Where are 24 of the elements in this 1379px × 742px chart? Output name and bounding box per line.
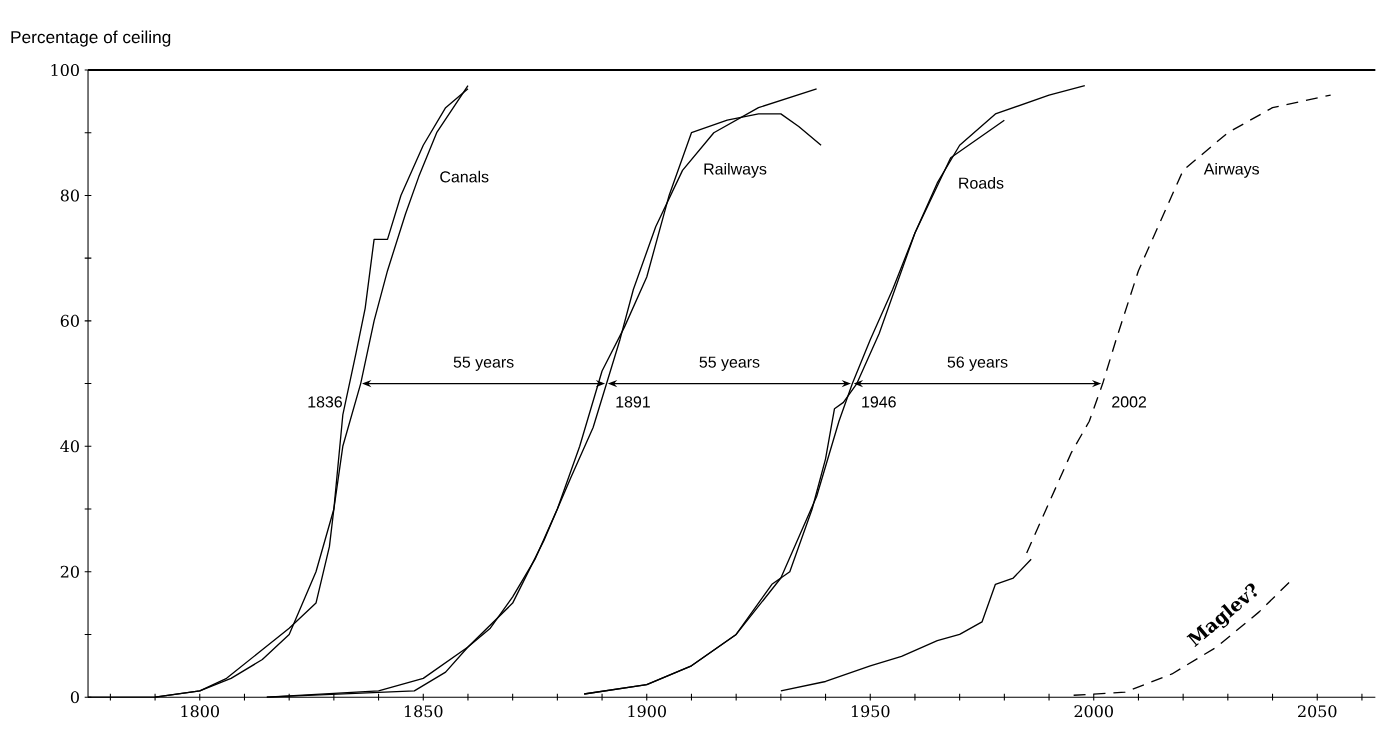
series-label: Railways [704, 162, 767, 178]
annotation: 2002 [1112, 396, 1147, 408]
y-tick-label: 100 [51, 63, 79, 76]
series-label: Canals [440, 170, 489, 183]
y-axis-title: Percentage of ceiling [11, 30, 171, 47]
y-tick-label: 40 [60, 440, 79, 453]
x-tick-label: 2050 [1298, 705, 1337, 718]
y-tick-label: 80 [60, 189, 79, 202]
annotation: 56 years [947, 356, 1008, 371]
x-tick-label: 2000 [1074, 705, 1113, 718]
x-tick-label: 1900 [628, 705, 666, 718]
series-label: Airways [1203, 162, 1260, 178]
annotation: 55 years [453, 356, 514, 371]
x-tick-label: 1800 [181, 705, 219, 718]
y-tick-label: 0 [70, 691, 79, 704]
y-tick-label: 20 [60, 565, 79, 578]
annotation: 55 years [699, 356, 760, 371]
annotation: 1836 [308, 396, 342, 408]
annotation: 1891 [616, 396, 650, 408]
y-tick-label: 60 [60, 314, 79, 327]
series-label: Roads [959, 176, 1004, 189]
x-tick-label: 1950 [851, 705, 890, 718]
annotation: 1946 [862, 396, 896, 408]
x-tick-label: 1850 [404, 705, 443, 718]
